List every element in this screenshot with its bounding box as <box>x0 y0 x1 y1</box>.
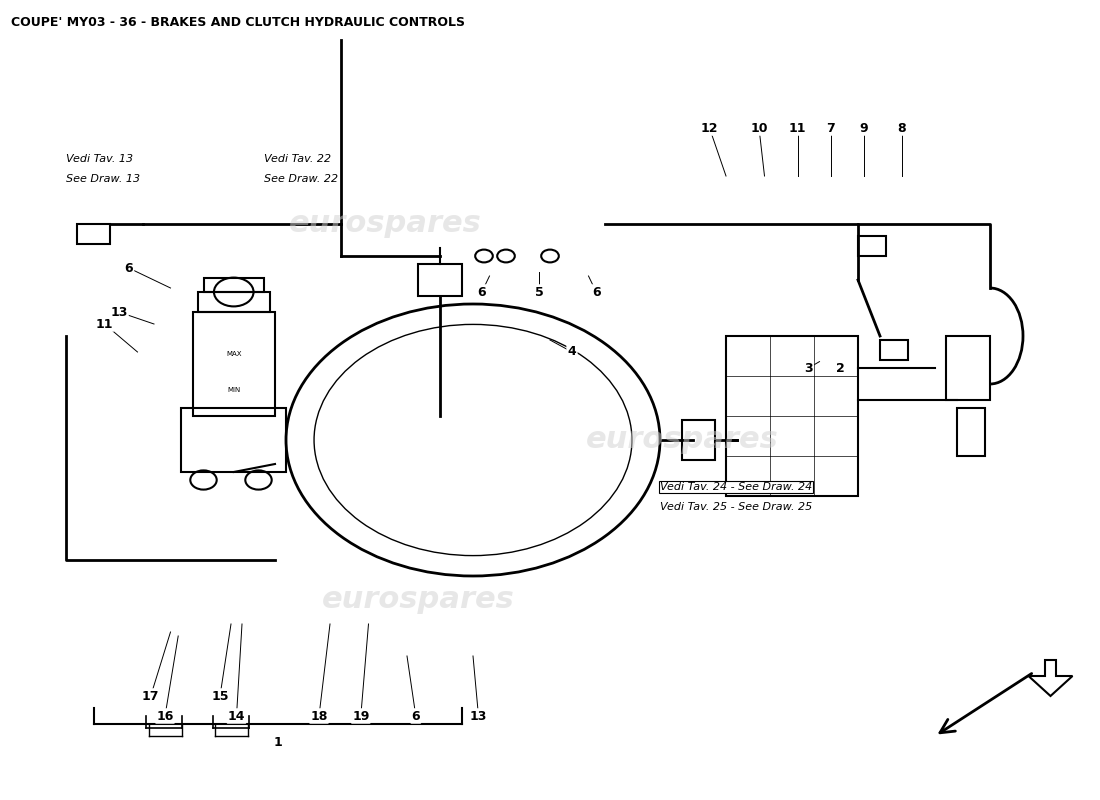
Text: 8: 8 <box>898 122 906 134</box>
Text: 9: 9 <box>859 122 868 134</box>
Text: Vedi Tav. 24 - See Draw. 24: Vedi Tav. 24 - See Draw. 24 <box>660 482 812 492</box>
Bar <box>682 420 715 460</box>
Text: 6: 6 <box>592 286 601 298</box>
Text: 19: 19 <box>352 710 370 722</box>
Text: 13: 13 <box>470 710 487 722</box>
Text: MIN: MIN <box>227 387 241 393</box>
Text: 16: 16 <box>156 710 174 722</box>
Bar <box>182 408 286 472</box>
Text: See Draw. 13: See Draw. 13 <box>66 174 140 184</box>
Text: eurospares: eurospares <box>321 586 515 614</box>
Text: COUPE' MY03 - 36 - BRAKES AND CLUTCH HYDRAULIC CONTROLS: COUPE' MY03 - 36 - BRAKES AND CLUTCH HYD… <box>11 16 465 29</box>
Text: eurospares: eurospares <box>585 426 779 454</box>
Text: Vedi Tav. 13: Vedi Tav. 13 <box>66 154 133 164</box>
Text: 12: 12 <box>701 122 718 134</box>
Bar <box>726 336 858 496</box>
Text: 6: 6 <box>477 286 486 298</box>
Bar <box>192 312 275 416</box>
Bar <box>418 264 462 296</box>
Bar <box>946 336 990 400</box>
Text: 10: 10 <box>750 122 768 134</box>
Polygon shape <box>1028 660 1072 696</box>
Text: 13: 13 <box>110 306 128 318</box>
Text: 3: 3 <box>804 362 813 374</box>
Text: 6: 6 <box>124 262 133 274</box>
Bar <box>77 224 110 244</box>
Text: 5: 5 <box>535 286 543 298</box>
Text: 14: 14 <box>228 710 245 722</box>
Text: See Draw. 22: See Draw. 22 <box>264 174 338 184</box>
Text: 1: 1 <box>274 736 282 749</box>
Text: eurospares: eurospares <box>288 210 482 238</box>
Text: 15: 15 <box>211 690 229 702</box>
Text: 11: 11 <box>96 318 113 330</box>
Text: 18: 18 <box>310 710 328 722</box>
Text: 4: 4 <box>568 346 576 358</box>
Text: Vedi Tav. 25 - See Draw. 25: Vedi Tav. 25 - See Draw. 25 <box>660 502 812 512</box>
Text: 7: 7 <box>826 122 835 134</box>
Bar <box>198 292 270 312</box>
Bar <box>880 340 907 360</box>
Bar <box>204 278 264 292</box>
Text: 11: 11 <box>789 122 806 134</box>
Bar <box>858 236 886 256</box>
Text: 17: 17 <box>142 690 160 702</box>
Text: MAX: MAX <box>226 350 242 357</box>
Text: Vedi Tav. 22: Vedi Tav. 22 <box>264 154 331 164</box>
Bar <box>957 408 984 456</box>
Text: 6: 6 <box>411 710 420 722</box>
Text: 2: 2 <box>836 362 845 374</box>
